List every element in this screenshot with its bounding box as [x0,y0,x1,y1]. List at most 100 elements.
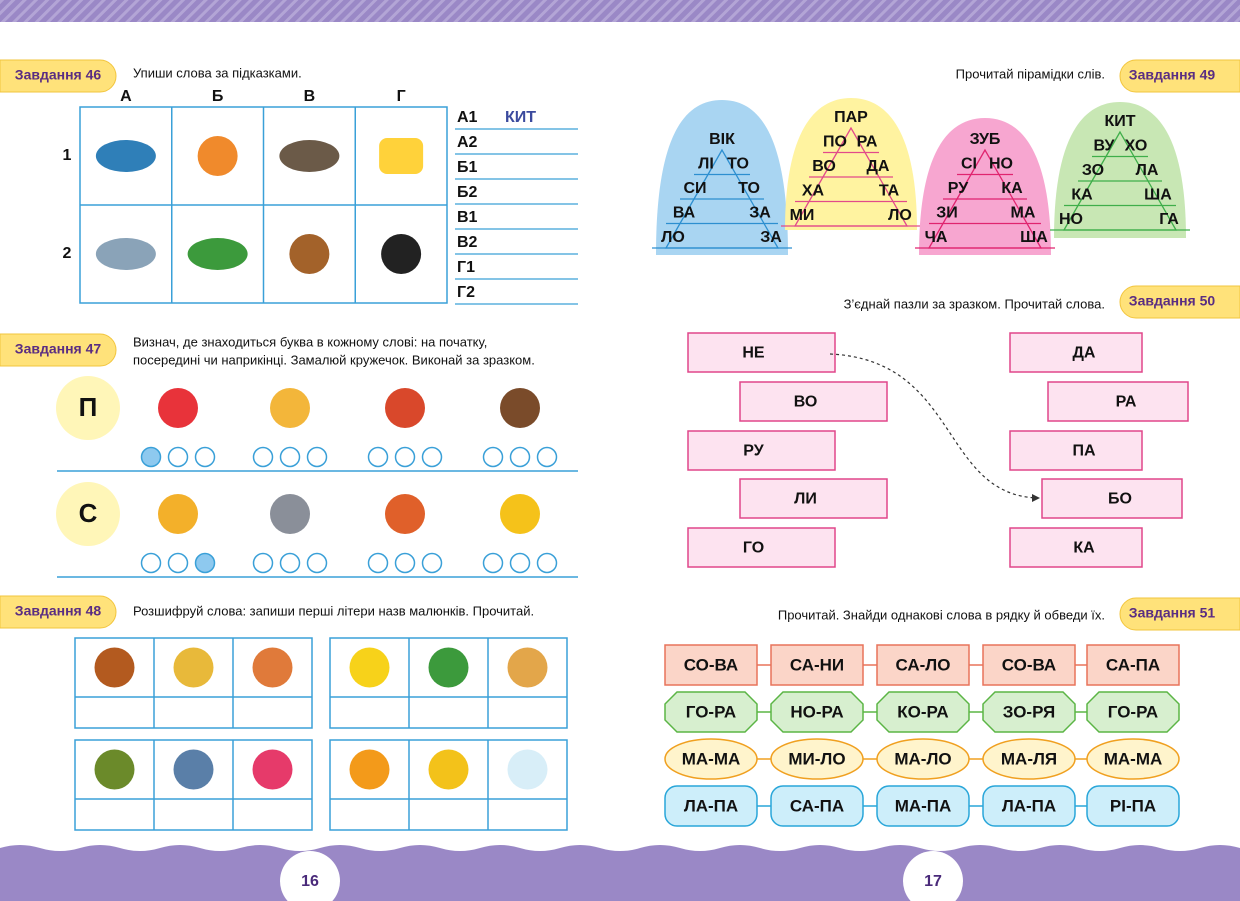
syllable: ТО [738,180,760,197]
word: МА-ПА [895,796,952,815]
syllable: ВО [812,158,836,175]
word: НО-РА [790,702,843,721]
answer-circle [482,446,504,468]
answer-circle [140,446,162,468]
syllable: ЗА [760,229,782,246]
badge [1119,597,1240,631]
page-number: 17 [924,873,942,890]
picture [289,234,330,274]
badge-label: Завдання 50 [1129,293,1216,309]
answer-circle [252,552,274,574]
word-box [664,785,758,827]
answer-circle [140,552,162,574]
letter-circle [56,376,120,440]
answer-circle [394,552,416,574]
word-box [1086,691,1180,733]
puzzle-piece [687,527,836,568]
syllable: ПАР [834,109,868,126]
arrow-head [1032,494,1040,502]
word-box [664,644,758,686]
syllable: РА [857,134,878,151]
word: СО-ВА [684,655,738,674]
syllable: ЗИ [936,205,958,222]
cipher-box [74,637,313,729]
puzzle-piece [739,478,888,519]
puzzle-piece [739,381,888,422]
word-box [1086,644,1180,686]
cipher-box [329,739,568,831]
word-box [876,644,970,686]
picture [158,494,198,534]
answer-key: Б1 [457,159,478,176]
picture [349,647,390,688]
answer-key: А1 [457,109,478,126]
word: МА-МА [682,749,741,768]
badge [0,333,117,367]
instruction: посередині чи наприкінці. Замалюй кружеч… [133,352,535,367]
bottom-band [0,845,1240,901]
column-label: А [120,88,132,105]
word: ЛА-ПА [684,796,738,815]
instruction: Прочитай пірамідки слів. [956,66,1105,81]
puzzle-syllable: ДА [1073,345,1096,362]
picture [279,140,340,172]
puzzle-piece [687,430,836,471]
answer-circle [367,552,389,574]
syllable: ВІК [709,131,735,148]
syllable: ХА [802,183,825,200]
word: СО-ВА [1002,655,1056,674]
picture [95,140,156,172]
picture [385,494,425,534]
picture [95,238,156,270]
syllable: ЛА [1136,162,1159,179]
word: МА-ЛЯ [1001,749,1057,768]
puzzle-syllable: ГО [743,540,764,557]
picture [349,749,390,790]
picture [197,136,238,176]
puzzle-syllable: РА [1116,394,1137,411]
puzzle-piece [1009,430,1143,471]
word-box [876,691,970,733]
answer-circle [367,446,389,468]
example-connector [829,353,1039,499]
answer-key: Б2 [457,184,478,201]
picture [270,388,310,428]
puzzle-syllable: ПА [1072,443,1096,460]
word-box [876,738,970,780]
puzzle-piece [687,332,836,373]
syllable: РУ [948,180,969,197]
word-box [982,738,1076,780]
answer-circle [421,446,443,468]
column-label: В [304,88,316,105]
syllable: ША [1144,187,1172,204]
syllable: ВА [673,205,696,222]
letter-circle [56,482,120,546]
picture [428,647,469,688]
pyramid-bg [1054,102,1186,238]
picture [94,749,135,790]
syllable: ГА [1159,211,1179,228]
syllable: ВУ [1094,138,1116,155]
picture [173,749,214,790]
badge-label: Завдання 47 [15,341,102,357]
instruction: Упиши слова за підказками. [133,65,302,80]
answer-circle [252,446,274,468]
letter: П [79,392,98,422]
word: РІ-ПА [1110,796,1156,815]
puzzle-syllable: ЛИ [794,491,817,508]
answer-circle [194,552,216,574]
word: МИ-ЛО [788,749,845,768]
word: ГО-РА [1108,702,1158,721]
answer-key: А2 [457,134,478,151]
syllable: НО [1059,211,1083,228]
syllable: ЛО [888,207,912,224]
syllable: ТА [879,183,900,200]
answer-circle [306,552,328,574]
puzzle-syllable: НЕ [742,345,765,362]
syllable: ЗУБ [970,131,1001,148]
puzzle-piece [1041,478,1183,519]
puzzle-piece [1009,527,1143,568]
syllable: КА [1071,187,1093,204]
